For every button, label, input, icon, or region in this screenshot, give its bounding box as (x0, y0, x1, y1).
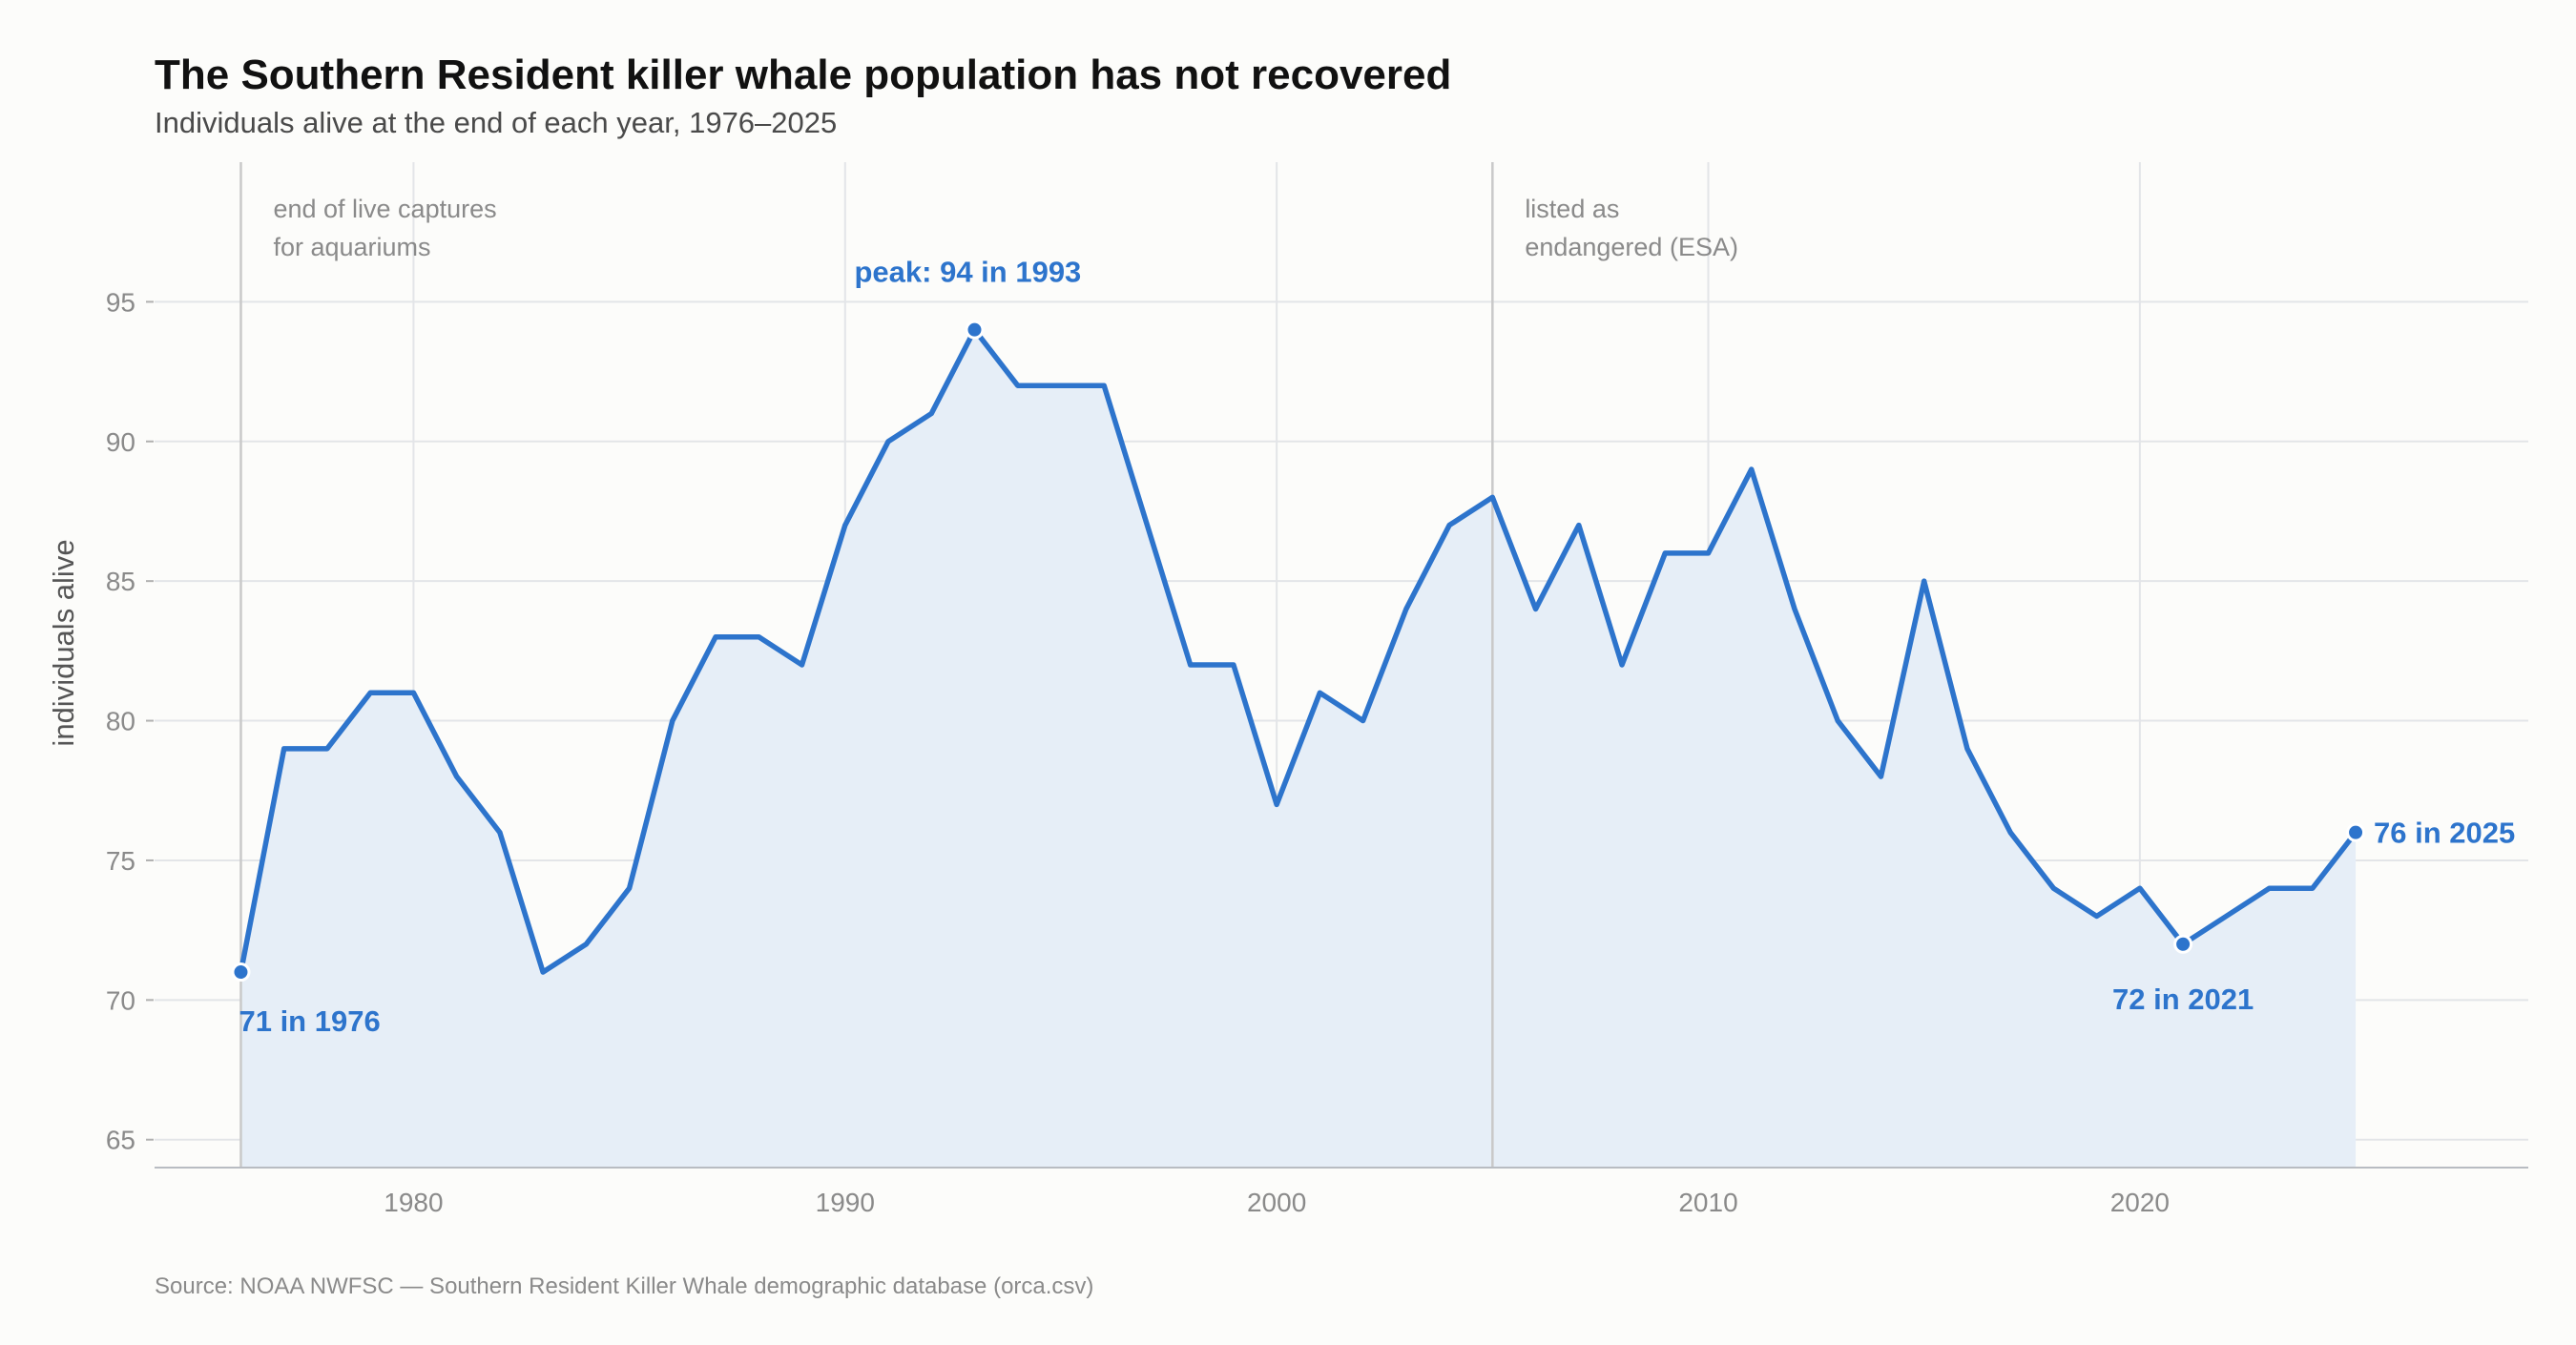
y-tick-label: 75 (106, 846, 135, 876)
event-label-line: endangered (ESA) (1525, 233, 1738, 261)
y-tick-label: 70 (106, 985, 135, 1015)
population-line (238, 326, 2358, 975)
point-label: 72 in 2021 (2112, 983, 2254, 1016)
annotated-point (2346, 822, 2366, 842)
annotation-layer: 71 in 1976 peak: 94 in 1993 72 in 2021 76 i… (231, 256, 2515, 1038)
point-label: 76 in 2025 (2374, 817, 2515, 850)
annotated-point (231, 962, 251, 983)
chart-subtitle: Individuals alive at the end of each yea… (155, 106, 837, 139)
x-tick-label: 1980 (384, 1188, 443, 1217)
point-label: peak: 94 in 1993 (854, 256, 1081, 289)
source-note: Source: NOAA NWFSC — Southern Resident K… (155, 1273, 1093, 1299)
y-tick-label: 90 (106, 427, 135, 457)
x-tick-label: 1990 (816, 1188, 875, 1217)
event-label-line: for aquariums (273, 233, 430, 261)
y-tick-label: 95 (106, 287, 135, 317)
event-layer: end of live captures for aquariums listed … (239, 162, 1738, 1168)
x-tick-label: 2020 (2110, 1188, 2170, 1217)
x-tick-label: 2010 (1678, 1188, 1737, 1217)
y-tick-label: 80 (106, 707, 135, 736)
event-label: end of live captures for aquariums (273, 195, 496, 261)
annotated-point (2173, 934, 2193, 954)
y-axis-label: individuals alive (47, 539, 80, 746)
y-tick-label: 85 (106, 567, 135, 596)
line-layer (238, 326, 2358, 975)
event-label-line: listed as (1525, 195, 1619, 223)
axis-layer: 65 70 75 80 85 90 95 1980 1990 2000 2010 2020 (106, 287, 2528, 1217)
event-label: listed as endangered (ESA) (1525, 195, 1738, 261)
y-tick-label: 65 (106, 1126, 135, 1155)
x-tick-label: 2000 (1247, 1188, 1306, 1217)
point-label: 71 in 1976 (239, 1004, 380, 1038)
event-label-line: end of live captures (273, 195, 496, 223)
chart-title: The Southern Resident killer whale popul… (155, 52, 1451, 98)
annotated-point (965, 320, 985, 340)
